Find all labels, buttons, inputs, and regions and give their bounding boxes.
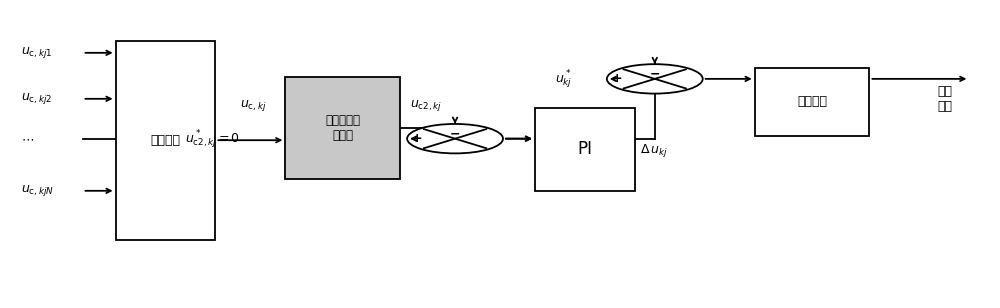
Text: +: + (612, 72, 622, 85)
Text: 求平均值: 求平均值 (150, 134, 180, 147)
Text: −: − (650, 67, 660, 80)
Text: $u_{\mathrm{c2},kj}$: $u_{\mathrm{c2},kj}$ (410, 98, 442, 113)
Text: +: + (412, 132, 423, 145)
Text: $\cdots$: $\cdots$ (21, 132, 34, 145)
Text: $u_{\mathrm{c},kj}$: $u_{\mathrm{c},kj}$ (240, 98, 267, 113)
Text: $u^*_{kj}$: $u^*_{kj}$ (555, 69, 572, 91)
Text: $u_{\mathrm{c},kj2}$: $u_{\mathrm{c},kj2}$ (21, 91, 52, 106)
Text: PI: PI (577, 140, 592, 158)
Bar (116, 41, 215, 240)
Circle shape (407, 124, 503, 153)
Bar (285, 77, 400, 179)
Text: −: − (450, 127, 460, 140)
Circle shape (607, 64, 703, 94)
Text: 提取二次谐
波分量: 提取二次谐 波分量 (325, 114, 360, 142)
Text: $u_{\mathrm{c},kjN}$: $u_{\mathrm{c},kjN}$ (21, 183, 54, 198)
Text: $u^*_{\mathrm{c2},kj}{=}0$: $u^*_{\mathrm{c2},kj}{=}0$ (185, 129, 241, 151)
Text: $u_{\mathrm{c},kj1}$: $u_{\mathrm{c},kj1}$ (21, 45, 52, 60)
Text: 调制模块: 调制模块 (797, 95, 827, 108)
Text: 触发
脉冲: 触发 脉冲 (937, 85, 952, 113)
Bar (755, 68, 869, 136)
Bar (535, 108, 635, 191)
Text: $\Delta\,u_{kj}$: $\Delta\,u_{kj}$ (640, 142, 668, 159)
